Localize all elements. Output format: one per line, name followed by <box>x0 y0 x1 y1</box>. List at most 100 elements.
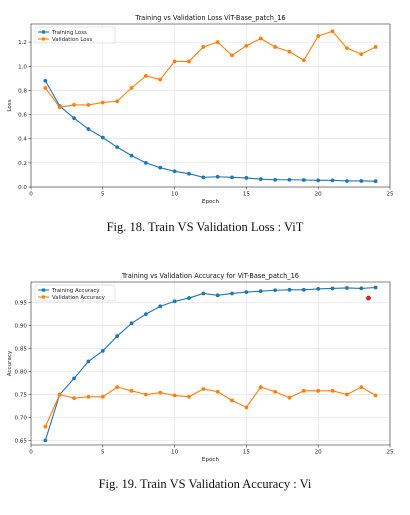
data-point <box>101 395 105 399</box>
series-0 <box>43 79 377 183</box>
data-point <box>187 172 191 176</box>
data-point <box>316 287 320 291</box>
data-point <box>201 175 205 179</box>
data-point <box>87 395 91 399</box>
x-tick-label: 0 <box>29 192 33 198</box>
data-point <box>115 145 119 149</box>
data-point <box>144 312 148 316</box>
data-point <box>43 86 47 90</box>
accuracy-chart-svg: Training vs Validation Accuracy for ViT-… <box>0 268 410 468</box>
legend-marker <box>42 37 46 41</box>
x-tick-label: 10 <box>171 450 179 456</box>
data-point <box>245 176 249 180</box>
data-point <box>345 46 349 50</box>
x-tick-label: 20 <box>315 450 323 456</box>
data-point <box>230 175 234 179</box>
data-point <box>187 395 191 399</box>
y-tick-label: 1.2 <box>18 40 27 46</box>
series-line <box>45 81 375 181</box>
legend-entry: Validation Loss <box>52 37 92 43</box>
data-point <box>259 177 263 181</box>
data-point <box>273 288 277 292</box>
figure-18-caption: Fig. 18. Train VS Validation Loss : ViT <box>0 220 410 235</box>
x-tick-label: 25 <box>386 192 394 198</box>
data-point <box>230 292 234 296</box>
legend-marker <box>42 30 46 34</box>
loss-chart: Training vs Validation Loss ViT-Base_pat… <box>0 10 410 210</box>
data-point <box>302 178 306 182</box>
data-point <box>316 34 320 38</box>
y-tick-label: 0.75 <box>15 392 28 398</box>
plot-frame <box>31 24 390 187</box>
gridlines <box>31 24 390 187</box>
data-point <box>130 389 134 393</box>
data-point <box>288 396 292 400</box>
data-point <box>201 387 205 391</box>
data-point <box>259 385 263 389</box>
data-point <box>374 45 378 49</box>
data-point <box>216 40 220 44</box>
y-tick-label: 0.6 <box>18 113 27 119</box>
y-tick-label: 0.90 <box>15 324 28 330</box>
legend-entry: Training Accuracy <box>51 288 100 294</box>
data-point <box>115 99 119 103</box>
data-point <box>374 286 378 290</box>
x-tick-label: 15 <box>243 450 251 456</box>
data-point <box>72 377 76 381</box>
loss-chart-svg: Training vs Validation Loss ViT-Base_pat… <box>0 10 410 210</box>
chart-title: Training vs Validation Loss ViT-Base_pat… <box>134 14 285 22</box>
gridlines <box>31 282 390 445</box>
data-point <box>130 154 134 158</box>
data-point <box>345 286 349 290</box>
data-point <box>72 396 76 400</box>
data-point <box>144 74 148 78</box>
data-point <box>216 175 220 179</box>
x-tick-label: 5 <box>101 192 105 198</box>
plot-frame <box>31 282 390 445</box>
data-point <box>158 166 162 170</box>
data-point <box>359 179 363 183</box>
data-point <box>158 78 162 82</box>
x-tick-label: 10 <box>171 192 179 198</box>
data-point <box>359 52 363 56</box>
y-tick-label: 0.65 <box>15 438 28 444</box>
y-tick-label: 0.4 <box>18 137 27 143</box>
data-point <box>273 390 277 394</box>
data-point <box>72 103 76 107</box>
data-point <box>173 299 177 303</box>
data-point <box>115 385 119 389</box>
data-point <box>43 439 47 443</box>
series-1 <box>43 385 377 428</box>
data-point <box>230 399 234 403</box>
x-axis-label: Epoch <box>202 457 220 463</box>
x-tick-label: 20 <box>315 192 323 198</box>
data-point <box>245 405 249 409</box>
highlight-point <box>366 296 371 301</box>
data-point <box>115 334 119 338</box>
data-point <box>216 390 220 394</box>
data-point <box>101 136 105 140</box>
data-point <box>331 178 335 182</box>
x-tick-label: 0 <box>29 450 33 456</box>
legend: Training AccuracyValidation Accuracy <box>35 285 115 301</box>
figure-19-caption: Fig. 19. Train VS Validation Accuracy : … <box>0 477 410 492</box>
data-point <box>288 178 292 182</box>
y-tick-label: 1.0 <box>18 64 27 70</box>
data-point <box>331 389 335 393</box>
data-point <box>87 127 91 131</box>
data-point <box>316 178 320 182</box>
data-point <box>374 179 378 183</box>
data-point <box>216 293 220 297</box>
data-point <box>273 45 277 49</box>
data-point <box>173 60 177 64</box>
y-tick-label: 0.80 <box>15 370 28 376</box>
data-point <box>173 169 177 173</box>
data-point <box>72 116 76 120</box>
data-point <box>345 179 349 183</box>
data-point <box>58 393 62 397</box>
data-point <box>359 287 363 291</box>
series-0 <box>43 286 377 443</box>
data-point <box>130 321 134 325</box>
data-point <box>273 178 277 182</box>
data-point <box>288 50 292 54</box>
